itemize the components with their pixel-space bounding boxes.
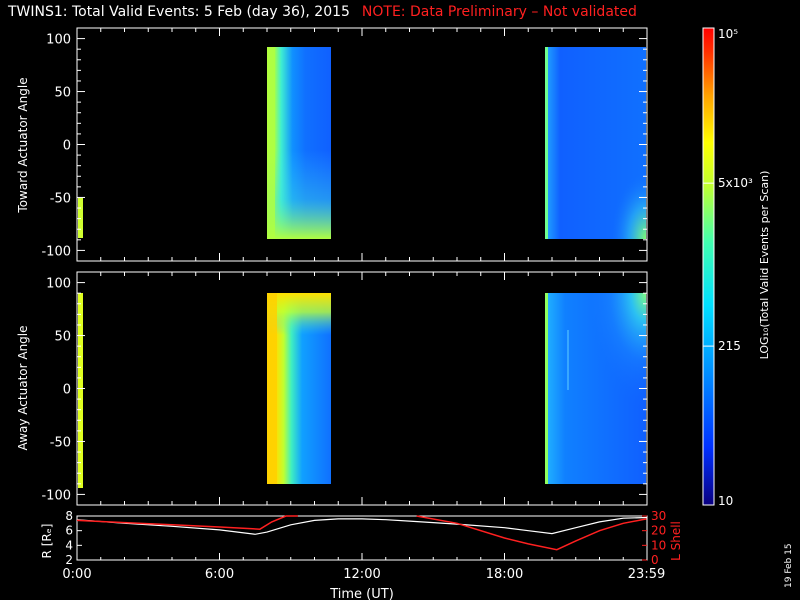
eph-ytick-left-label: 8 (65, 509, 73, 523)
xtick-label: 0:00 (62, 567, 91, 582)
away-ylabel: Away Actuator Angle (16, 325, 30, 450)
eph-ytick-left-label: 2 (65, 553, 73, 567)
xtick-label: 12:00 (343, 567, 380, 582)
away-data-block-1 (267, 293, 331, 484)
figure-title: TWINS1: Total Valid Events: 5 Feb (day 3… (8, 4, 637, 20)
eph-ylabel-right: L Shell (669, 521, 683, 561)
lshell-series-line (76, 515, 298, 530)
colorbar-tick-label: 10⁵ (718, 27, 738, 41)
ytick-label: -50 (50, 191, 71, 206)
away-data-block-2 (545, 293, 646, 484)
ytick-label: 0 (63, 139, 71, 154)
away-panel: 100 50 0 -50 -100 Away Actuator Angle (16, 271, 648, 506)
colorbar-tick-label: 5x10³ (718, 176, 753, 190)
eph-ytick-left-label: 6 (65, 524, 73, 538)
toward-data-block-2 (545, 47, 646, 239)
ytick-label: 100 (46, 277, 71, 292)
colorbar-tick-label: 10 (718, 494, 733, 508)
xtick-label: 18:00 (486, 567, 523, 582)
toward-ylabel: Toward Actuator Angle (16, 77, 30, 213)
eph-ytick-right-label: 20 (651, 524, 666, 538)
toward-data-block-1 (267, 47, 331, 239)
ytick-label: 0 (63, 383, 71, 398)
colorbar: 10 215 5x10³ 10⁵ LOG₁₀(Total Valid Events p… (702, 27, 771, 508)
toward-panel: 100 50 0 -50 -100 Toward Actuator Angle (16, 27, 648, 262)
side-date: 19 Feb 15 (784, 543, 794, 588)
ytick-label: -100 (41, 488, 71, 503)
away-edge-data (78, 293, 83, 488)
xtick-label: 6:00 (205, 567, 234, 582)
lshell-series-line-2 (416, 515, 647, 551)
x-axis-label: Time (UT) (329, 587, 394, 600)
eph-ytick-left-label: 4 (65, 538, 73, 552)
ytick-label: -50 (50, 435, 71, 450)
ytick-label: 50 (54, 330, 71, 345)
colorbar-tick-label: 215 (718, 339, 741, 353)
eph-ytick-right-label: 0 (651, 553, 659, 567)
ytick-label: 50 (54, 86, 71, 101)
colorbar-label: LOG₁₀(Total Valid Events per Scan) (758, 171, 771, 360)
eph-ytick-right-label: 30 (651, 509, 666, 523)
ytick-label: 100 (46, 33, 71, 48)
xtick-label: 23:59 (628, 567, 665, 582)
eph-ylabel-left: R [Rₑ] (40, 524, 54, 559)
title-note: NOTE: Data Preliminary – Not validated (361, 4, 637, 20)
ytick-label: -100 (41, 244, 71, 259)
eph-ytick-right-label: 10 (651, 538, 666, 552)
r-series-line (76, 516, 647, 535)
title-main: TWINS1: Total Valid Events: 5 Feb (day 3… (8, 4, 350, 20)
toward-edge-data (78, 198, 83, 238)
